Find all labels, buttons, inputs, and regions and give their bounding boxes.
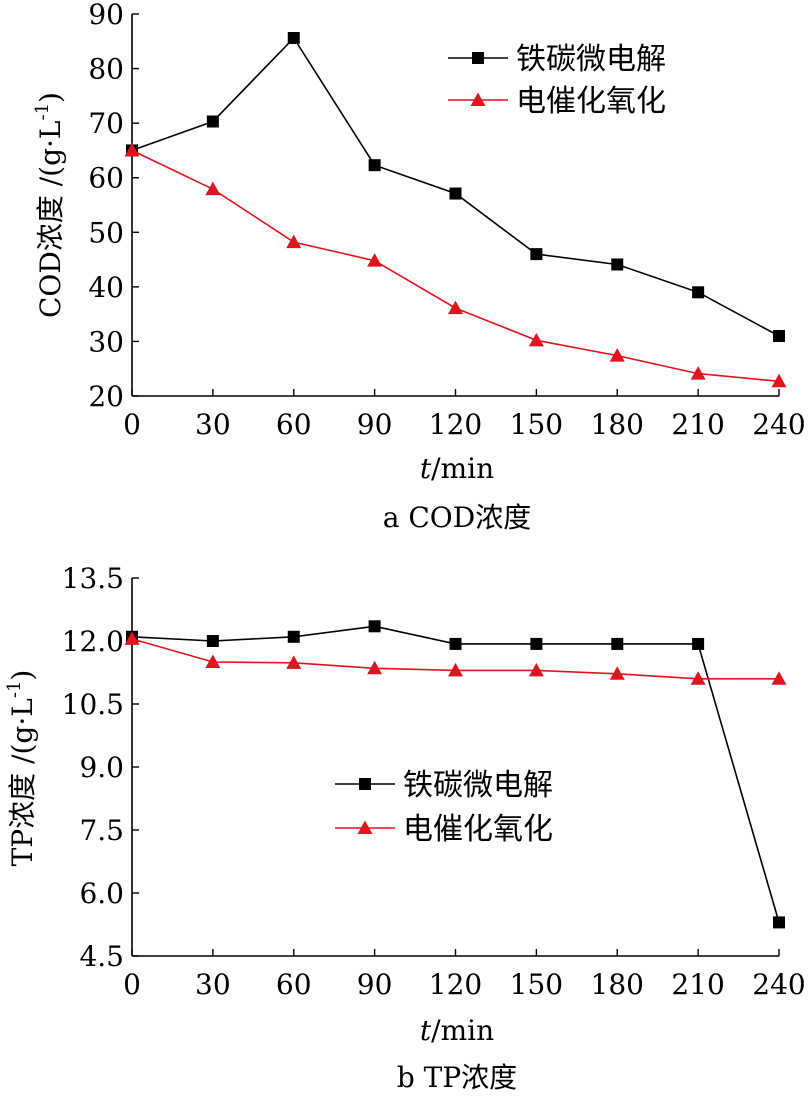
chart-b-y-tick-label: 10.5: [62, 688, 124, 721]
chart-a-caption: a COD浓度: [383, 501, 531, 534]
chart-a-y-tick-label: 70: [88, 107, 124, 140]
chart-a-x-tick-label: 120: [429, 408, 482, 441]
chart-a-point-iron-carbon: [287, 32, 300, 45]
chart-b-x-tick-label: 0: [123, 968, 141, 1001]
chart-a-point-iron-carbon: [773, 329, 785, 342]
chart-a-legend-iron-carbon-marker: [472, 52, 484, 64]
chart-a-point-iron-carbon: [449, 187, 462, 200]
chart-b-point-electro-oxidation: [690, 671, 706, 685]
chart-a-x-tick-label: 60: [276, 408, 312, 441]
chart-b-x-tick-label: 150: [510, 968, 563, 1001]
chart-a-y-tick-label: 40: [88, 271, 124, 304]
chart-a-point-electro-oxidation: [771, 373, 787, 388]
chart-a-point-iron-carbon: [611, 258, 624, 271]
chart-b-y-tick-label: 7.5: [79, 814, 124, 847]
chart-b-point-iron-carbon: [692, 637, 705, 650]
chart-b-point-iron-carbon: [287, 630, 300, 643]
chart-a-x-tick-label: 180: [591, 408, 644, 441]
chart-a-point-iron-carbon: [368, 159, 381, 172]
chart-a-y-tick-label: 80: [88, 53, 124, 86]
chart-a-x-tick-label: 30: [195, 408, 231, 441]
chart-a-legend-electro-oxidation-label: 电催化氧化: [516, 84, 666, 119]
chart-a-y-tick-label: 90: [88, 0, 124, 31]
chart-a-point-iron-carbon: [530, 248, 543, 261]
chart-a-y-axis-label: COD浓度 /(g·L-1): [32, 92, 67, 318]
chart-a-point-electro-oxidation: [286, 234, 302, 249]
chart-b-y-tick-label: 9.0: [79, 751, 124, 784]
chart-a-y-tick-label: 30: [88, 325, 124, 358]
chart-a-x-tick-label: 210: [671, 408, 724, 441]
chart-b-y-tick-label: 6.0: [79, 877, 124, 910]
chart-b-point-iron-carbon: [368, 620, 381, 633]
chart-b-point-iron-carbon: [530, 637, 543, 650]
chart-b-x-tick-label: 180: [591, 968, 644, 1001]
chart-b-tp: TP浓度 /(g·L-1) t/min b TP浓度 4.5 6.0 7.5 9.0 1…: [4, 562, 806, 1094]
chart-a-y-tick-label: 60: [88, 162, 124, 195]
chart-b-point-electro-oxidation: [448, 662, 463, 677]
chart-b-y-tick-label: 4.5: [79, 940, 124, 973]
chart-b-point-iron-carbon: [773, 916, 785, 929]
chart-b-y-tick-label: 12.0: [62, 625, 124, 658]
chart-a-point-electro-oxidation: [528, 332, 544, 347]
chart-a-x-tick-label: 0: [123, 408, 141, 441]
chart-a-x-tick-label: 90: [357, 408, 393, 441]
chart-a-y-tick-label: 20: [88, 380, 124, 413]
chart-b-point-electro-oxidation: [367, 660, 383, 675]
chart-a-series-iron-carbon-line: [131, 36, 780, 337]
chart-b-legend-electro-oxidation-label: 电催化氧化: [403, 812, 553, 847]
chart-a-point-iron-carbon: [692, 286, 705, 299]
chart-a-point-electro-oxidation: [124, 142, 140, 157]
chart-b-legend-iron-carbon-label: 铁碳微电解: [403, 768, 553, 803]
chart-b-point-iron-carbon: [449, 637, 462, 650]
chart-b-x-tick-label: 120: [429, 968, 482, 1001]
chart-a-x-axis-label: t/min: [420, 452, 494, 485]
chart-b-legend-iron-carbon-marker: [359, 778, 371, 790]
chart-a-point-electro-oxidation: [367, 253, 383, 267]
chart-a-point-electro-oxidation: [609, 348, 625, 362]
chart-b-x-tick-label: 240: [752, 968, 805, 1001]
chart-b-x-tick-label: 30: [195, 968, 231, 1001]
chart-b-caption: b TP浓度: [397, 1061, 517, 1094]
chart-a-y-tick-label: 50: [88, 216, 124, 249]
chart-b-x-tick-label: 60: [276, 968, 312, 1001]
chart-b-x-axis-label: t/min: [420, 1014, 494, 1047]
chart-b-legend-electro-oxidation-marker: [357, 820, 373, 834]
chart-a-point-electro-oxidation: [448, 300, 463, 315]
chart-a-legend-iron-carbon-label: 铁碳微电解: [516, 42, 666, 77]
chart-a-x-tick-label: 150: [510, 408, 563, 441]
chart-b-point-electro-oxidation: [124, 631, 140, 645]
chart-b-point-electro-oxidation: [609, 666, 625, 680]
chart-a-cod: COD浓度 /(g·L-1) t/min a COD浓度 20 30 40 50 60 7…: [32, 0, 806, 534]
chart-b-point-electro-oxidation: [286, 655, 302, 669]
chart-b-x-tick-label: 210: [671, 968, 724, 1001]
chart-b-y-axis-label: TP浓度 /(g·L-1): [4, 670, 39, 867]
chart-a-series-electro-oxidation-line: [131, 149, 780, 383]
chart-a-point-iron-carbon: [206, 115, 219, 128]
chart-b-y-tick-label: 13.5: [62, 562, 124, 595]
chart-a-point-electro-oxidation: [205, 181, 221, 196]
chart-b-point-iron-carbon: [206, 635, 219, 647]
chart-b-x-tick-label: 90: [357, 968, 393, 1001]
chart-b-point-electro-oxidation: [528, 662, 544, 677]
chart-a-point-electro-oxidation: [690, 366, 706, 380]
chart-b-point-iron-carbon: [611, 637, 624, 650]
chart-b-point-electro-oxidation: [771, 671, 787, 685]
chart-a-x-tick-label: 240: [752, 408, 805, 441]
chart-a-legend-electro-oxidation-marker: [470, 92, 486, 106]
chart-b-point-electro-oxidation: [205, 654, 221, 668]
